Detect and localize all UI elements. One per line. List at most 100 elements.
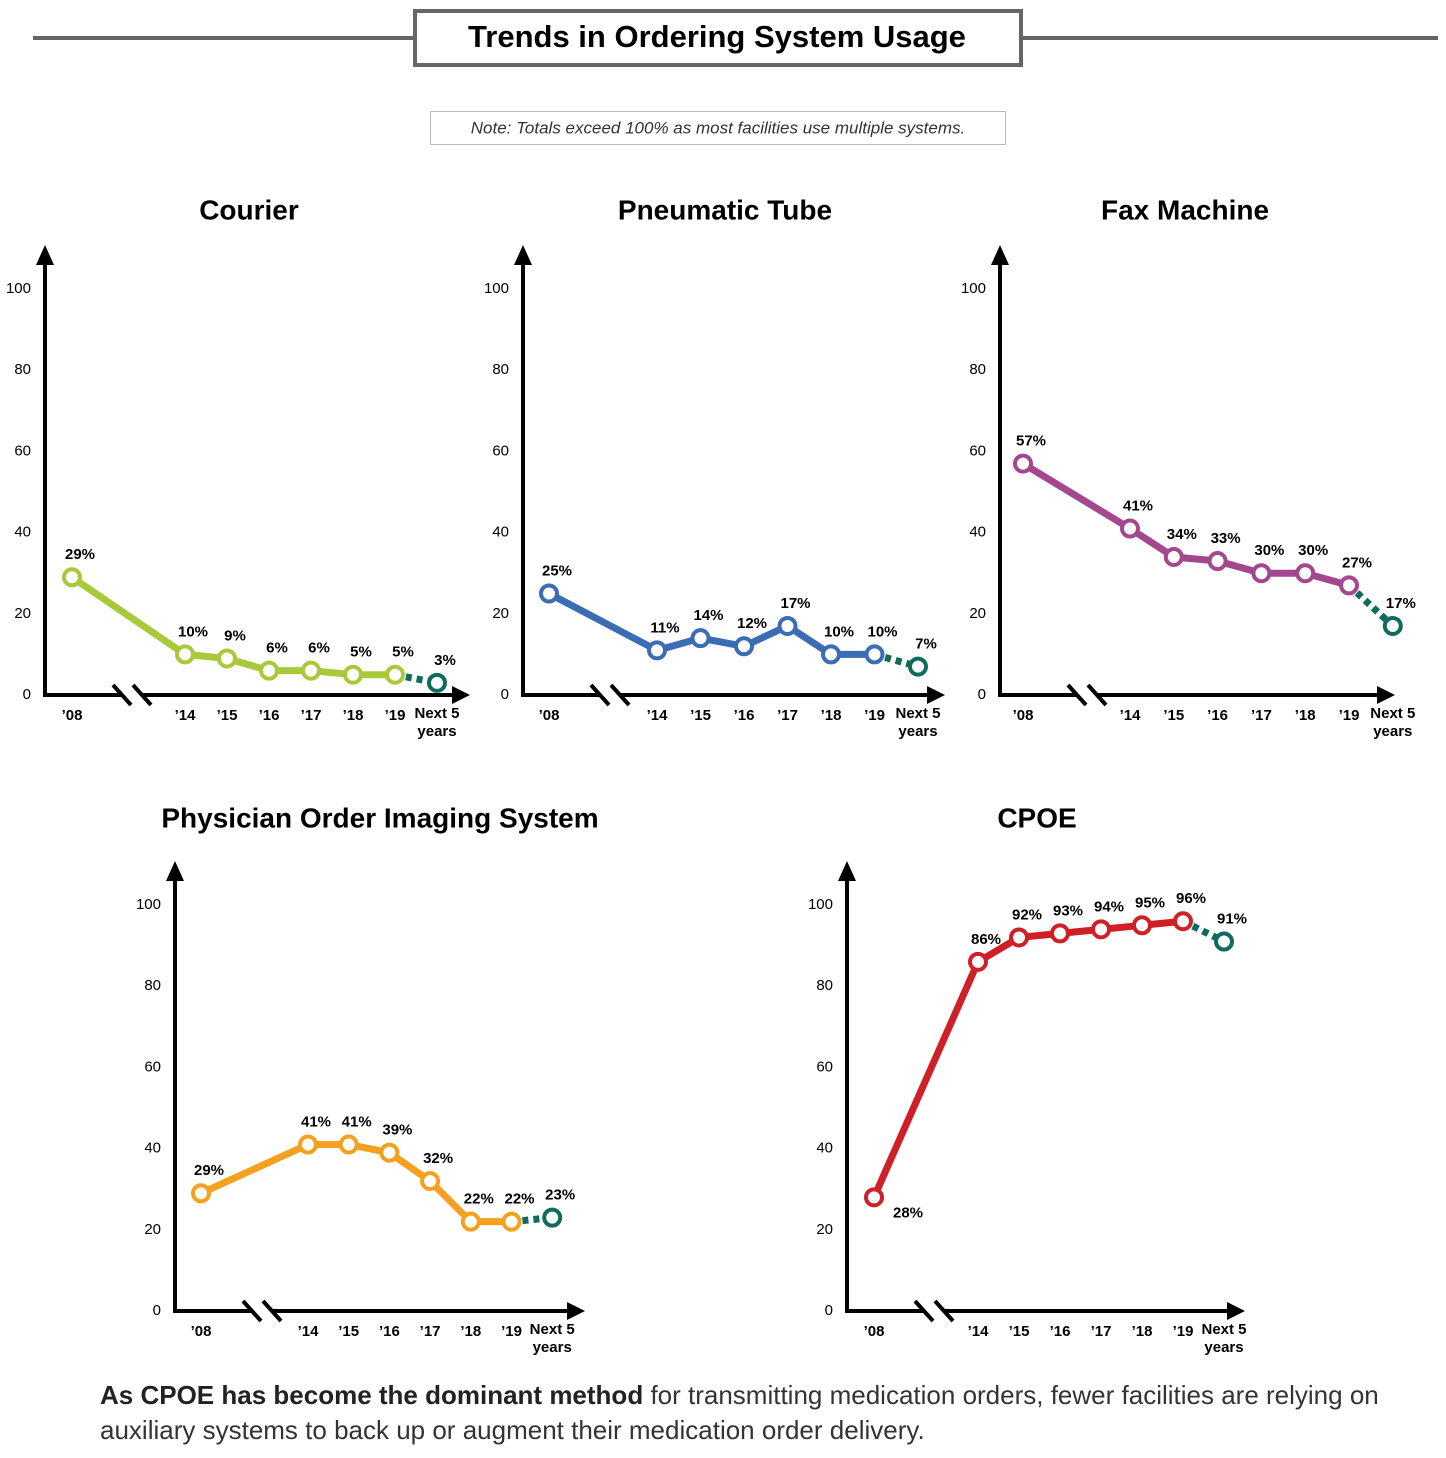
data-point [864, 644, 885, 665]
x-tick-label: ’14 [175, 707, 197, 724]
y-tick-label: 80 [14, 361, 31, 378]
data-point [1295, 563, 1316, 584]
chart-title: Courier [199, 194, 299, 225]
x-tick-label: ’19 [1173, 1323, 1194, 1340]
x-tick-label: ’14 [647, 707, 669, 724]
x-tick-label: Next 5 years [1370, 705, 1416, 740]
value-label: 33% [1211, 530, 1241, 547]
data-point [542, 1207, 563, 1228]
y-tick-label: 100 [6, 280, 31, 297]
x-tick-label: ’18 [343, 707, 364, 724]
data-point [1009, 927, 1029, 948]
axis-break [241, 1299, 263, 1323]
value-label: 30% [1254, 542, 1284, 559]
x-tick-label: ’16 [379, 1323, 400, 1340]
x-tick-label: ’08 [1013, 707, 1034, 724]
data-point [690, 628, 711, 649]
value-label: 12% [737, 615, 767, 632]
value-label: 39% [382, 1122, 412, 1139]
x-tick-label: ’14 [1120, 707, 1142, 724]
y-tick-label: 40 [14, 524, 31, 541]
x-tick-label: ’15 [690, 707, 711, 724]
y-tick-label: 60 [144, 1058, 161, 1075]
data-line [199, 1141, 512, 1226]
data-point [343, 664, 363, 685]
data-point [1163, 546, 1184, 567]
x-tick-label: Next 5 years [1201, 1321, 1246, 1356]
axis-break [609, 683, 631, 707]
y-tick-label: 100 [136, 896, 161, 913]
y-tick-label: 40 [969, 524, 986, 541]
title-box [413, 9, 1023, 67]
y-axis-arrow [36, 245, 54, 265]
x-tick-label: ’08 [864, 1323, 885, 1340]
chart-title: CPOE [997, 802, 1076, 833]
value-label: 5% [350, 644, 372, 661]
data-point [821, 644, 841, 665]
y-tick-label: 100 [484, 280, 509, 297]
data-point [259, 660, 279, 681]
value-label: 10% [178, 623, 208, 640]
value-label: 92% [1012, 906, 1042, 923]
x-tick-label: ’15 [338, 1323, 359, 1340]
value-label: 22% [504, 1191, 534, 1208]
caption-text: for transmitting medication orders, fewe… [100, 1380, 1379, 1445]
data-point [864, 1187, 884, 1208]
x-tick-label: ’18 [460, 1323, 481, 1340]
x-tick-label: Next 5 years [529, 1321, 575, 1356]
data-point [338, 1134, 359, 1155]
x-tick-label: ’19 [501, 1323, 522, 1340]
value-label: 10% [867, 623, 897, 640]
chart-title: Fax Machine [1101, 194, 1269, 225]
data-point [501, 1211, 522, 1232]
axis-break [913, 1299, 935, 1323]
x-tick-label: ’08 [539, 707, 560, 724]
y-tick-label: 80 [816, 977, 833, 994]
value-label: 17% [1386, 595, 1416, 612]
value-label: 9% [224, 627, 246, 644]
data-point [298, 1134, 318, 1155]
x-tick-label: Next 5 years [1370, 705, 1416, 740]
x-axis-arrow [567, 1302, 585, 1320]
value-label: 23% [545, 1187, 575, 1204]
y-tick-label: 0 [153, 1302, 161, 1319]
note: Note: Totals exceed 100% as most facilit… [471, 118, 965, 137]
x-tick-label: Next 5 years [414, 705, 460, 740]
axis-break [131, 683, 153, 707]
data-point [385, 664, 405, 685]
y-tick-label: 0 [825, 1302, 833, 1319]
chart-title: Physician Order Imaging System [161, 802, 598, 833]
y-tick-label: 0 [501, 686, 509, 703]
value-label: 86% [971, 931, 1001, 948]
chart-title: Pneumatic Tube [618, 194, 832, 225]
x-axis-arrow [1227, 1302, 1245, 1320]
data-line [870, 917, 1184, 1199]
value-label: 22% [464, 1191, 494, 1208]
data-point [1339, 575, 1359, 596]
y-tick-label: 60 [816, 1058, 833, 1075]
value-label: 34% [1167, 526, 1197, 543]
data-point [420, 1171, 441, 1192]
caption-bold: As CPOE has become the dominant method [100, 1380, 644, 1410]
x-axis-arrow [927, 686, 945, 704]
data-point [777, 615, 798, 636]
value-label: 28% [893, 1204, 923, 1221]
value-label: 7% [915, 636, 937, 653]
value-label: 29% [65, 546, 95, 563]
axis-break [589, 683, 611, 707]
data-point [175, 644, 195, 665]
value-label: 95% [1135, 894, 1165, 911]
x-tick-label: ’16 [1050, 1323, 1071, 1340]
value-label: 6% [266, 640, 288, 657]
x-tick-label: ’17 [1251, 707, 1272, 724]
value-label: 27% [1342, 554, 1372, 571]
axis-break [261, 1299, 283, 1323]
data-point [1132, 915, 1152, 936]
x-axis-arrow [452, 686, 470, 704]
data-point [1091, 919, 1111, 940]
x-tick-label: Next 5 years [414, 705, 460, 740]
x-tick-label: Next 5 years [895, 705, 940, 740]
y-tick-label: 20 [492, 605, 509, 622]
y-tick-label: 0 [978, 686, 986, 703]
